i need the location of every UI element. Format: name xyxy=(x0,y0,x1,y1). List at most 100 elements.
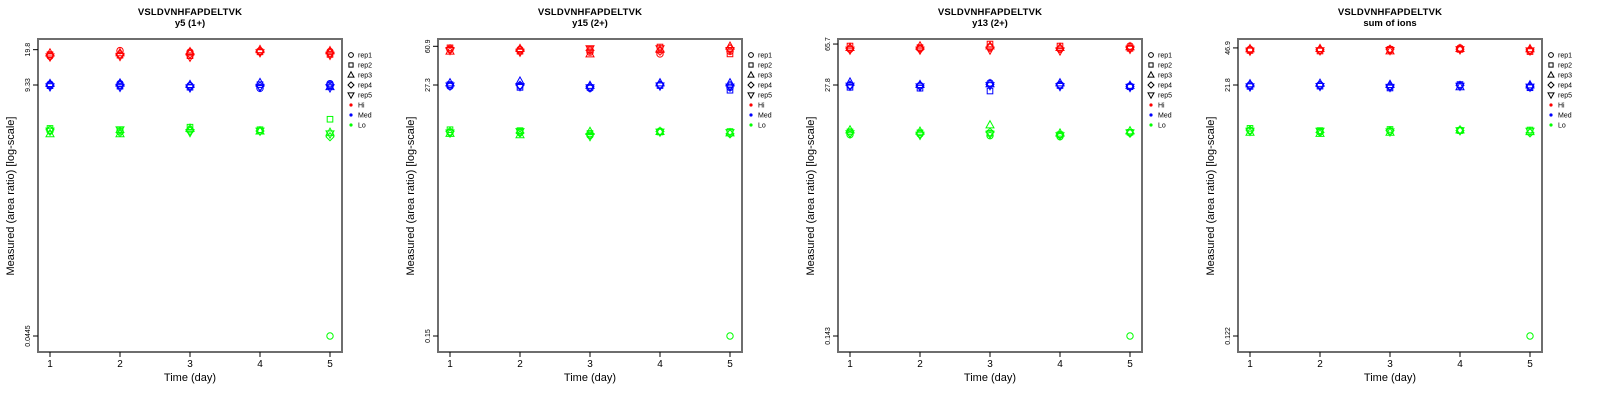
legend-label: Lo xyxy=(358,123,366,130)
data-point-lo-rep1 xyxy=(726,332,734,340)
legend-dot-icon xyxy=(749,103,753,107)
x-axis: 1 2 3 4 5 xyxy=(447,352,733,370)
x-axis: 1 2 3 4 5 xyxy=(847,352,1133,370)
x-tick-label: 5 xyxy=(1127,359,1133,370)
y-tick-label: 60.9 xyxy=(425,39,432,53)
data-point-lo-rep5 xyxy=(915,131,925,141)
legend-diamond-icon xyxy=(1147,81,1155,89)
x-tick-label: 3 xyxy=(987,359,993,370)
chart-panel-y5-1plus: VSLDVNHFAPDELTVK y5 (1+) Measured (area … xyxy=(0,0,400,400)
legend-circle-icon xyxy=(748,52,754,58)
legend-square-icon xyxy=(1548,62,1554,68)
legend-label: Med xyxy=(758,113,772,120)
legend-square-icon xyxy=(348,62,354,68)
y-tick-label: 9.33 xyxy=(25,78,32,92)
legend-dot-icon xyxy=(1149,113,1153,117)
data-point-hi-rep4 xyxy=(1055,43,1065,54)
data-point-lo-rep1 xyxy=(326,332,334,340)
data-point-med-rep4 xyxy=(1315,80,1325,91)
data-point-lo-rep5 xyxy=(445,129,455,139)
legend-label: rep5 xyxy=(358,93,372,100)
data-point-med-rep5 xyxy=(1385,83,1395,93)
legend-dot-icon xyxy=(349,113,353,117)
legend-dot-icon xyxy=(349,103,353,107)
x-tick-label: 2 xyxy=(1317,359,1323,370)
legend-label: rep4 xyxy=(1558,83,1572,90)
data-point-hi-rep3 xyxy=(725,40,735,50)
data-point-med-rep2 xyxy=(726,86,734,94)
legend-label: rep1 xyxy=(358,53,372,60)
y-tick-label: 65.7 xyxy=(825,37,832,51)
panel-title: VSLDVNHFAPDELTVK xyxy=(1337,7,1443,18)
legend-label: rep2 xyxy=(1558,63,1572,70)
y-tick-label: 27.3 xyxy=(425,78,432,92)
legend-dot-icon xyxy=(749,113,753,117)
y-axis: 19.8 9.33 0.0445 xyxy=(25,43,38,347)
plot-box xyxy=(437,38,743,353)
panel-title: VSLDVNHFAPDELTVK xyxy=(137,7,243,18)
data-point-med-rep4 xyxy=(1125,81,1135,92)
legend-label: rep2 xyxy=(1158,63,1172,70)
x-tick-label: 1 xyxy=(447,359,453,370)
x-tick-label: 5 xyxy=(727,359,733,370)
legend-label: rep3 xyxy=(758,73,772,80)
legend-label: rep1 xyxy=(1158,53,1172,60)
x-tick-label: 3 xyxy=(587,359,593,370)
legend: rep1 rep2 rep3 rep4 rep5 Hi Med Lo xyxy=(1547,52,1572,130)
data-point-hi-rep5 xyxy=(1055,47,1065,57)
x-axis: 1 2 3 4 5 xyxy=(47,352,333,370)
data-point-lo-rep3 xyxy=(515,129,525,139)
data-point-lo-rep4 xyxy=(845,128,855,138)
data-point-med-rep5 xyxy=(585,84,595,94)
plot-box xyxy=(1237,38,1543,353)
panel-title-block: VSLDVNHFAPDELTVK y13 (2+) xyxy=(800,7,1180,30)
data-point-hi-rep4 xyxy=(325,48,335,58)
data-point-lo-rep4 xyxy=(325,132,335,142)
data-point-hi-rep3 xyxy=(915,40,925,50)
legend-circle-icon xyxy=(1148,52,1154,58)
data-point-med-rep5 xyxy=(1525,83,1535,93)
data-points xyxy=(445,40,735,340)
data-point-med-rep5 xyxy=(255,83,265,93)
x-tick-label: 4 xyxy=(257,359,263,370)
x-tick-label: 3 xyxy=(187,359,193,370)
legend-label: Med xyxy=(1558,113,1572,120)
chart-panel-y15-2plus: VSLDVNHFAPDELTVK y15 (2+) Measured (area… xyxy=(400,0,800,400)
chart-panel-sum-of-ions: VSLDVNHFAPDELTVK sum of ions Measured (a… xyxy=(1200,0,1600,400)
data-point-med-rep5 xyxy=(445,82,455,92)
data-point-hi-rep4 xyxy=(1315,44,1325,55)
data-point-lo-rep3 xyxy=(845,124,855,134)
legend-label: Lo xyxy=(1158,123,1166,130)
data-point-hi-rep3 xyxy=(185,46,195,56)
x-tick-label: 1 xyxy=(47,359,53,370)
x-axis-label: Time (day) xyxy=(963,372,1017,384)
x-tick-label: 4 xyxy=(1457,359,1463,370)
data-point-med-rep4 xyxy=(255,81,265,91)
data-points xyxy=(1245,43,1535,340)
data-point-hi-rep5 xyxy=(1455,46,1465,56)
data-point-lo-rep3 xyxy=(185,123,195,132)
legend-label: rep2 xyxy=(758,63,772,70)
legend-label: Med xyxy=(358,113,372,120)
legend-label: Hi xyxy=(358,103,365,110)
data-point-hi-rep3 xyxy=(585,48,595,58)
data-point-hi-rep2 xyxy=(726,50,734,58)
legend-square-icon xyxy=(1148,62,1154,68)
legend-label: rep4 xyxy=(758,83,772,90)
legend-label: rep5 xyxy=(1558,93,1572,100)
plot-area: 46.9 21.8 0.122 1 2 3 4 5 rep1 rep2 rep3 rep4 rep5 Hi… xyxy=(1225,38,1572,370)
legend-label: Lo xyxy=(1558,123,1566,130)
y-tick-label: 0.122 xyxy=(1225,327,1232,345)
panel-title-block: VSLDVNHFAPDELTVK sum of ions xyxy=(1200,7,1580,30)
x-tick-label: 2 xyxy=(117,359,123,370)
data-point-hi-rep4 xyxy=(1525,45,1535,55)
panel-subtitle: y5 (1+) xyxy=(174,17,206,29)
legend-label: rep4 xyxy=(358,83,372,90)
plot-area: 65.7 27.8 0.143 1 2 3 4 5 rep1 rep2 rep3 rep4 rep5 Hi… xyxy=(825,37,1172,370)
legend-triangle-up-icon xyxy=(347,70,355,78)
legend-triangle-down-icon xyxy=(347,92,355,100)
data-point-hi-rep5 xyxy=(985,46,995,56)
legend-label: rep3 xyxy=(358,73,372,80)
data-point-hi-rep5 xyxy=(1315,47,1325,57)
data-point-hi-rep5 xyxy=(1245,47,1255,57)
